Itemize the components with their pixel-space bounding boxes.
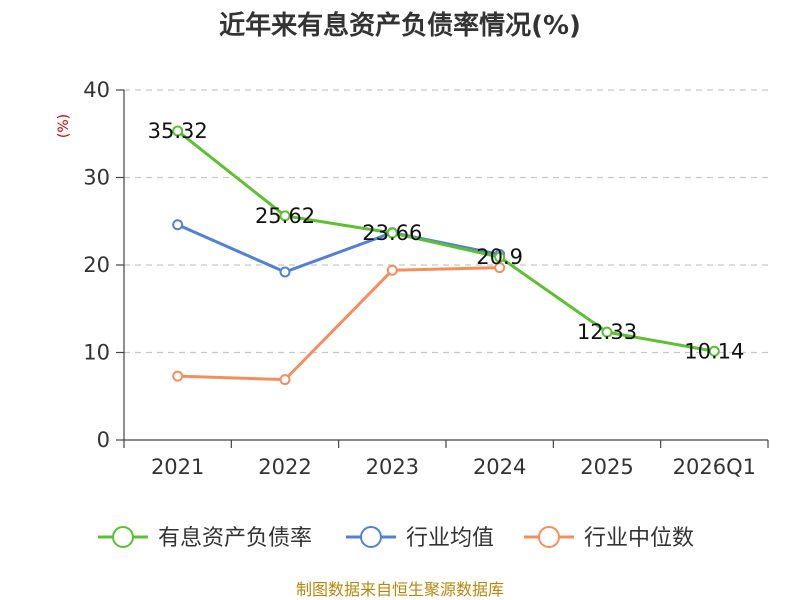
y-tick-label: 30 [83, 166, 110, 190]
x-tick-label: 2025 [580, 455, 633, 479]
legend: 有息资产负债率 行业均值 行业中位数 [98, 526, 694, 551]
legend-label: 有息资产负债率 [158, 526, 312, 551]
legend-marker [538, 526, 560, 548]
chart-title: 近年来有息资产负债率情况(%) [219, 10, 581, 41]
x-tick-label: 2021 [151, 455, 204, 479]
data-point [386, 227, 398, 239]
data-label: 23.66 [362, 221, 422, 245]
data-labels: 35.32 25.62 23.66 20.9 12.33 10.14 [148, 119, 745, 363]
data-point [708, 345, 720, 357]
source-note: 制图数据来自恒生聚源数据库 [296, 580, 504, 599]
data-point [279, 374, 291, 386]
data-point [172, 370, 184, 382]
series-line-2 [177, 266, 500, 382]
gridlines [124, 89, 768, 354]
data-label: 12.33 [577, 320, 637, 344]
series-line-0 [176, 129, 715, 353]
data-label: 25.62 [255, 204, 315, 228]
series-lines [172, 125, 720, 386]
y-axis-label: (%) [56, 114, 72, 138]
y-tick-label: 0 [97, 428, 110, 452]
legend-marker [112, 526, 134, 548]
data-point [601, 326, 613, 338]
data-point [279, 210, 291, 222]
y-tick-label: 20 [83, 253, 110, 277]
legend-label: 行业均值 [406, 526, 494, 551]
legend-label: 行业中位数 [584, 526, 694, 551]
data-label: 35.32 [148, 119, 208, 143]
data-point [172, 219, 184, 231]
data-point [386, 264, 398, 276]
axes: 0 10 20 30 40 2021 2022 2023 2024 2025 2026Q1 [83, 78, 769, 479]
y-tick-label: 40 [83, 78, 110, 102]
x-tick-label: 2023 [366, 455, 419, 479]
y-tick-label: 10 [83, 341, 110, 365]
data-point [279, 266, 291, 278]
legend-marker [360, 526, 382, 548]
data-point [172, 125, 184, 137]
x-tick-label: 2024 [473, 455, 526, 479]
x-tick-label: 2026Q1 [673, 455, 756, 479]
data-point [494, 262, 506, 274]
data-label: 20.9 [476, 245, 523, 269]
data-label: 10.14 [684, 339, 744, 363]
data-point [494, 251, 506, 263]
x-tick-label: 2022 [258, 455, 311, 479]
